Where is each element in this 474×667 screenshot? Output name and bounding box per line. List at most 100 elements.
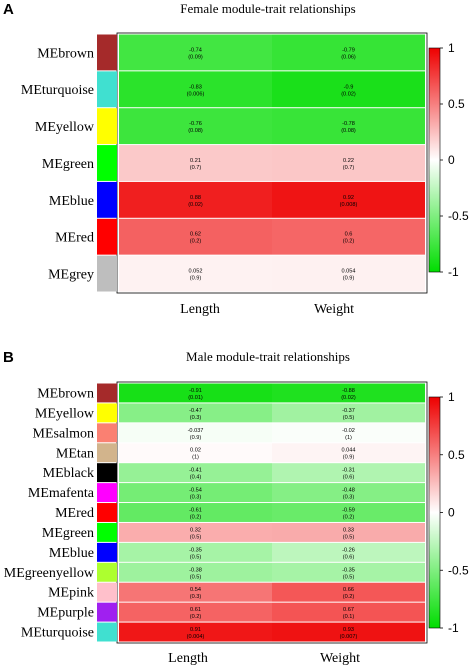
cell-correlation: 0.61 xyxy=(190,607,201,613)
cell-correlation: 0.93 xyxy=(343,627,354,633)
cell-correlation: 0.33 xyxy=(343,527,354,533)
row-label: MEturquoise xyxy=(21,626,94,641)
cell-pvalue: (0.9) xyxy=(343,455,355,461)
column-label: Weight xyxy=(314,302,354,317)
heatmap-cell xyxy=(272,423,425,443)
cell-correlation: -0.47 xyxy=(189,408,202,414)
module-color-swatch xyxy=(97,403,117,423)
cell-correlation: 0.054 xyxy=(342,269,356,275)
heatmap-cell xyxy=(119,71,272,108)
row-label: MEgreenyellow xyxy=(4,566,95,581)
heatmap-cell xyxy=(272,255,425,292)
cell-pvalue: (0.004) xyxy=(187,634,205,640)
row-label: MEblue xyxy=(49,546,94,561)
heatmap-cell xyxy=(119,483,272,503)
row-label: MEpink xyxy=(48,586,94,601)
module-color-swatch xyxy=(97,181,117,218)
cell-pvalue: (0.007) xyxy=(340,634,358,640)
cell-correlation: 0.54 xyxy=(190,587,201,593)
colorbar-tick-label: -1 xyxy=(448,265,459,279)
cell-pvalue: (0.3) xyxy=(190,594,202,600)
module-color-swatch xyxy=(97,423,117,443)
row-label: MEblue xyxy=(49,194,94,209)
heatmap-cell xyxy=(272,542,425,562)
heatmap-cell xyxy=(272,582,425,602)
cell-correlation: -0.31 xyxy=(342,468,355,474)
cell-correlation: -0.78 xyxy=(342,121,355,127)
heatmap-cell xyxy=(272,522,425,542)
cell-correlation: -0.26 xyxy=(342,547,355,553)
panel-letter: B xyxy=(3,349,14,366)
row-label: MEpurple xyxy=(37,606,94,621)
cell-pvalue: (0.3) xyxy=(343,495,355,501)
cell-correlation: 0.92 xyxy=(343,195,354,201)
cell-correlation: -0.38 xyxy=(189,567,202,573)
cell-pvalue: (0.6) xyxy=(343,475,355,481)
module-color-swatch xyxy=(97,71,117,108)
cell-correlation: 0.88 xyxy=(190,195,201,201)
heatmap-cell xyxy=(119,34,272,71)
cell-pvalue: (0.5) xyxy=(190,574,202,580)
cell-pvalue: (0.08) xyxy=(188,128,203,134)
heatmap-cell xyxy=(119,218,272,255)
cell-correlation: 0.22 xyxy=(343,158,354,164)
module-color-swatch xyxy=(97,542,117,562)
heatmap-cell xyxy=(119,255,272,292)
cell-pvalue: (0.5) xyxy=(190,554,202,560)
module-color-swatch xyxy=(97,383,117,403)
heatmap-cell xyxy=(119,443,272,463)
module-color-swatch xyxy=(97,562,117,582)
colorbar-tick-label: -0.5 xyxy=(448,563,469,577)
row-label: MEyellow xyxy=(35,406,95,421)
chart-title: Male module-trait relationships xyxy=(186,349,350,364)
heatmap-cell xyxy=(119,181,272,218)
cell-pvalue: (0.6) xyxy=(343,554,355,560)
cell-pvalue: (0.02) xyxy=(341,91,356,97)
module-color-swatch xyxy=(97,443,117,463)
cell-pvalue: (0.3) xyxy=(190,495,202,501)
module-color-swatch xyxy=(97,522,117,542)
cell-pvalue: (0.7) xyxy=(343,165,355,171)
cell-correlation: 0.21 xyxy=(190,158,201,164)
cell-correlation: -0.02 xyxy=(342,428,355,434)
colorbar-tick-label: -0.5 xyxy=(448,209,469,223)
module-color-swatch xyxy=(97,483,117,503)
heatmap-cell xyxy=(119,108,272,145)
cell-pvalue: (0.2) xyxy=(190,239,202,245)
row-label: MEgreen xyxy=(42,526,94,541)
cell-pvalue: (0.9) xyxy=(190,276,202,282)
heatmap-cell xyxy=(272,108,425,145)
cell-correlation: -0.54 xyxy=(189,488,202,494)
heatmap-cell xyxy=(272,443,425,463)
colorbar-tick-label: 0 xyxy=(448,153,455,167)
heatmap-cell xyxy=(272,463,425,483)
cell-pvalue: (0.5) xyxy=(343,415,355,421)
cell-pvalue: (0.9) xyxy=(190,435,202,441)
module-color-swatch xyxy=(97,463,117,483)
cell-pvalue: (0.2) xyxy=(190,515,202,521)
cell-correlation: 0.6 xyxy=(345,232,353,238)
cell-correlation: 0.02 xyxy=(190,448,201,454)
cell-pvalue: (0.5) xyxy=(190,534,202,540)
heatmap-cell xyxy=(119,403,272,423)
cell-pvalue: (0.2) xyxy=(343,594,355,600)
row-label: MEmafenta xyxy=(28,486,95,501)
cell-correlation: 0.67 xyxy=(343,607,354,613)
row-label: MEred xyxy=(55,506,94,521)
heatmap-cell xyxy=(119,542,272,562)
heatmap-cell xyxy=(272,602,425,622)
cell-correlation: -0.83 xyxy=(189,84,202,90)
row-label: MEturquoise xyxy=(21,83,94,98)
chart-title: Female module-trait relationships xyxy=(180,1,355,16)
cell-correlation: -0.59 xyxy=(342,508,355,514)
cell-pvalue: (0.09) xyxy=(188,54,203,60)
cell-pvalue: (0.02) xyxy=(341,395,356,401)
cell-correlation: 0.32 xyxy=(190,527,201,533)
heatmap-cell xyxy=(119,562,272,582)
module-color-swatch xyxy=(97,145,117,181)
cell-correlation: 0.044 xyxy=(342,448,356,454)
row-label: MEred xyxy=(55,231,94,246)
cell-pvalue: (0.2) xyxy=(190,614,202,620)
row-label: MEbrown xyxy=(37,46,94,61)
